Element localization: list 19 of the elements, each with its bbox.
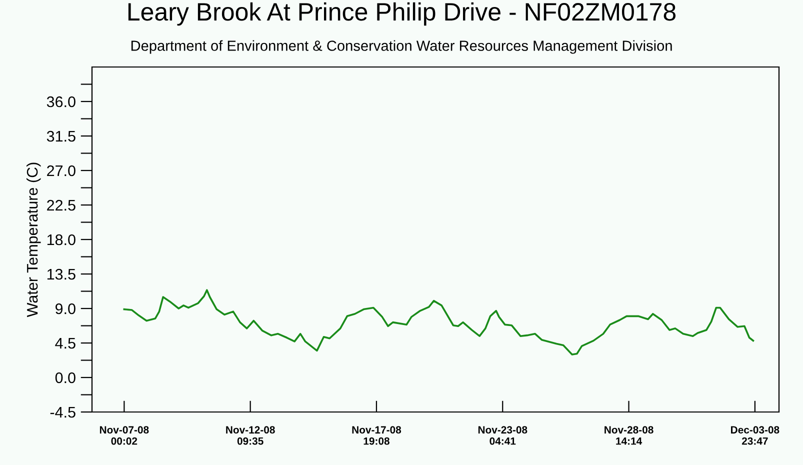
y-tick-label: 18.0 bbox=[47, 234, 76, 246]
x-tick-label: Nov-17-08 19:08 bbox=[352, 426, 402, 445]
y-tick-label: 9.0 bbox=[56, 303, 76, 314]
x-tick-label: Dec-03-08 23:47 bbox=[731, 426, 780, 445]
y-tick-label: 4.5 bbox=[55, 338, 76, 349]
x-tick-label: Nov-07-08 00:02 bbox=[100, 426, 149, 445]
y-tick-label: 27.0 bbox=[47, 165, 76, 176]
y-axis-title: Water Temperature (C) bbox=[26, 162, 41, 318]
chart-title: Leary Brook At Prince Philip Drive - NF02ZM0178 bbox=[128, 2, 676, 26]
y-tick-label: 22.5 bbox=[47, 200, 76, 211]
y-tick-label: 31.5 bbox=[46, 130, 76, 142]
y-tick-label: 0.0 bbox=[55, 372, 76, 384]
x-tick-label: Nov-28-08 14:14 bbox=[604, 426, 654, 445]
y-tick-label: 13.5 bbox=[47, 268, 76, 280]
y-tick-label: 36.0 bbox=[46, 96, 76, 108]
y-tick-label: -4.5 bbox=[50, 407, 76, 418]
chart-subtitle: Department of Environment & Conservation Water Resources Management Division bbox=[131, 40, 672, 54]
x-tick-label: Nov-12-08 09:35 bbox=[226, 426, 275, 445]
x-tick-label: Nov-23-08 04:41 bbox=[478, 426, 528, 445]
